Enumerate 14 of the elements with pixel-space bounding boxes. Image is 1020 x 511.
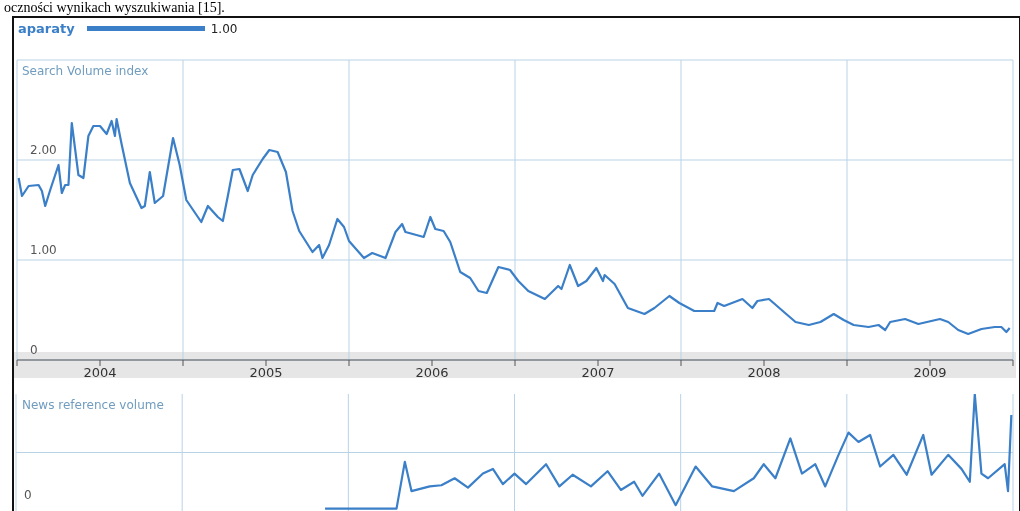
text: oczności wynikach wyszukiwania [15]. [4, 0, 225, 16]
y-tick-label: 2.00 [30, 143, 57, 157]
x-tick-label: 2006 [415, 365, 449, 381]
x-tick-label: 2009 [913, 365, 947, 381]
y-tick-label: 1.00 [30, 243, 57, 257]
x-tick-label: 2005 [249, 365, 283, 381]
x-tick-label: 2007 [581, 365, 615, 381]
text: 1.00 [210, 21, 238, 36]
x-tick-label: 2008 [747, 365, 781, 381]
text: aparaty [18, 21, 75, 36]
y-axis-title: News reference volume [22, 398, 164, 412]
y-axis-title: Search Volume index [22, 64, 149, 78]
y-tick-label: 0 [30, 343, 38, 357]
x-tick-label: 2004 [83, 365, 117, 381]
